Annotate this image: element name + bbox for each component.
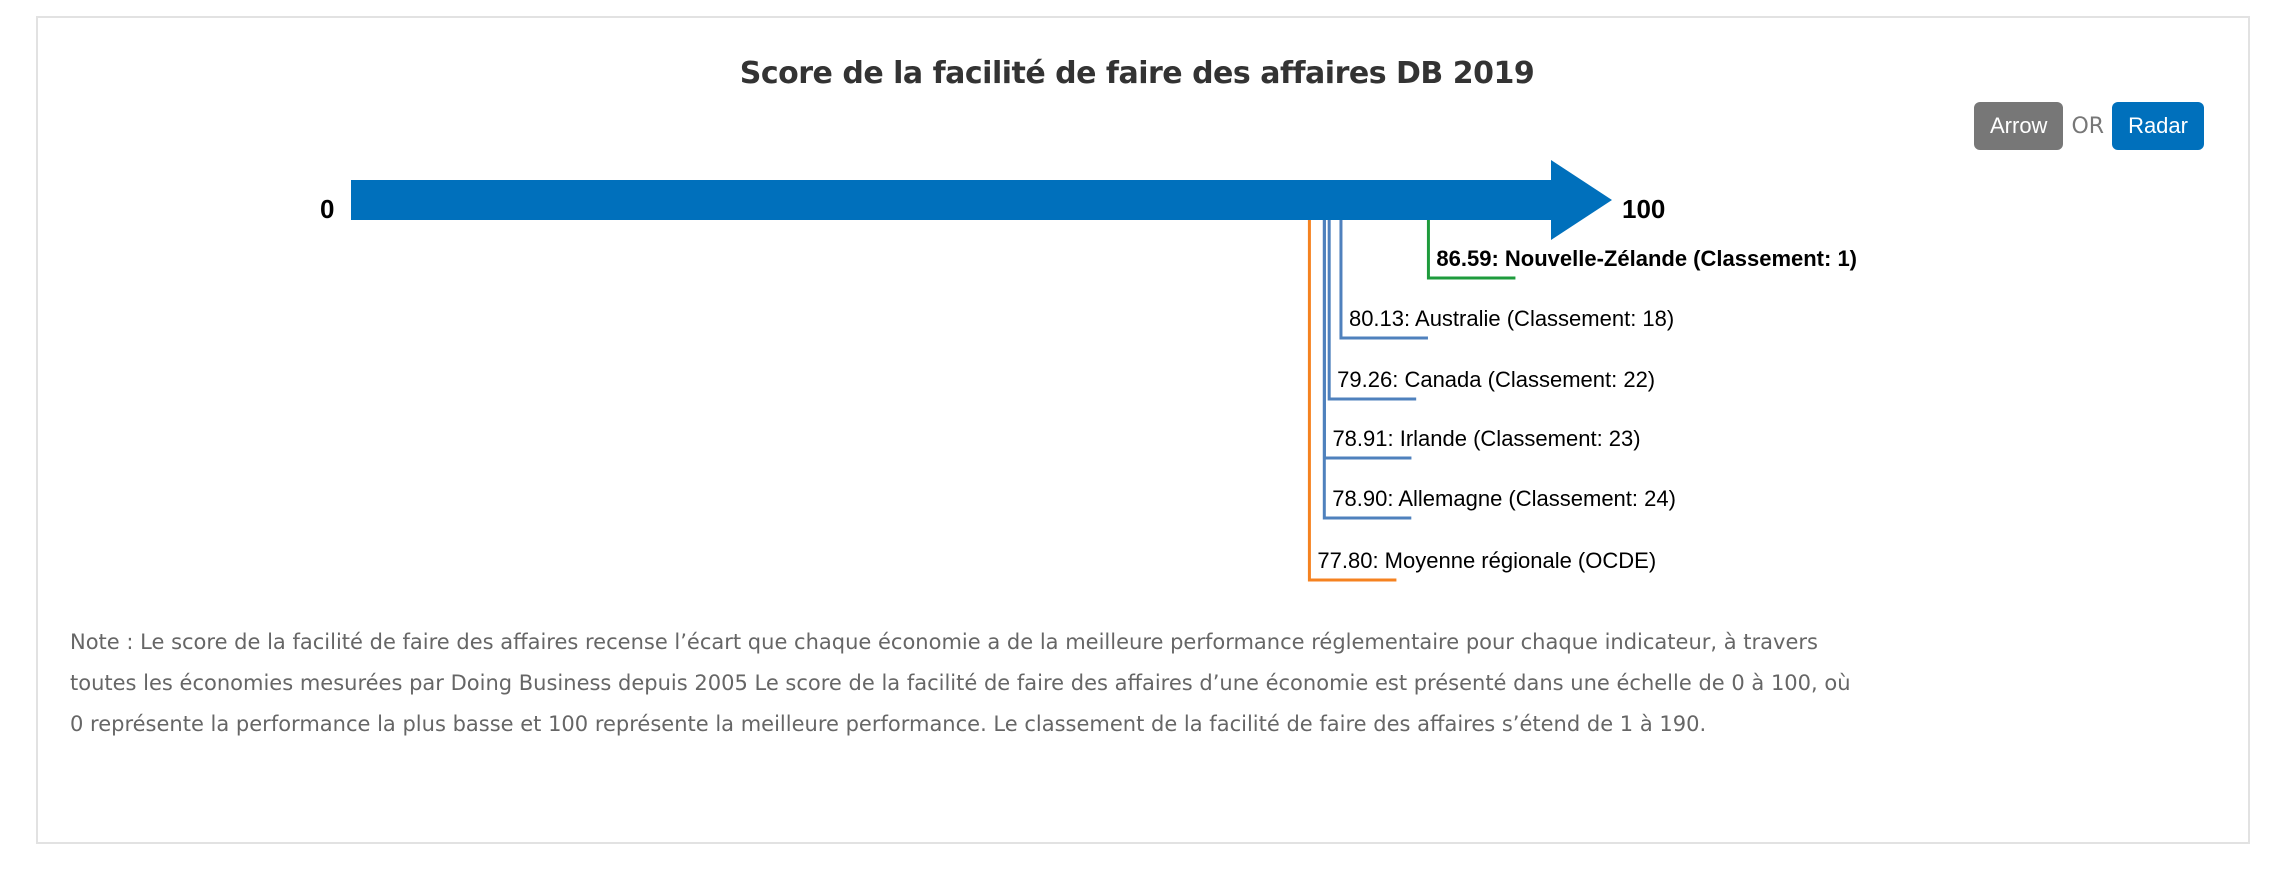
max-label: 100 [1622, 194, 1665, 224]
data-label: 79.26: Canada (Classement: 22) [1337, 367, 1655, 392]
data-label: 78.90: Allemagne (Classement: 24) [1332, 486, 1676, 511]
chart-title: Score de la facilité de faire des affair… [739, 56, 1535, 91]
chart-note: Note : Le score de la facilité de faire … [70, 630, 1851, 736]
radar-view-button[interactable]: Radar [2112, 102, 2204, 150]
data-label: 77.80: Moyenne régionale (OCDE) [1317, 548, 1656, 573]
arrow-view-button[interactable]: Arrow [1974, 102, 2064, 150]
chart-panel [36, 16, 2250, 844]
leader-line [1426, 220, 1516, 280]
data-label: 80.13: Australie (Classement: 18) [1349, 306, 1674, 331]
data-label: 86.59: Nouvelle-Zélande (Classement: 1) [1436, 246, 1857, 271]
leader-line [1339, 220, 1428, 340]
score-arrow [351, 160, 1612, 240]
leader-line [1307, 220, 1397, 582]
leader-line [1322, 220, 1412, 520]
data-label: 78.91: Irlande (Classement: 23) [1332, 426, 1640, 451]
view-toggle: Arrow OR Radar [1974, 102, 2204, 150]
leader-line [1327, 220, 1417, 401]
or-separator: OR [2071, 113, 2105, 139]
min-label: 0 [320, 194, 334, 224]
